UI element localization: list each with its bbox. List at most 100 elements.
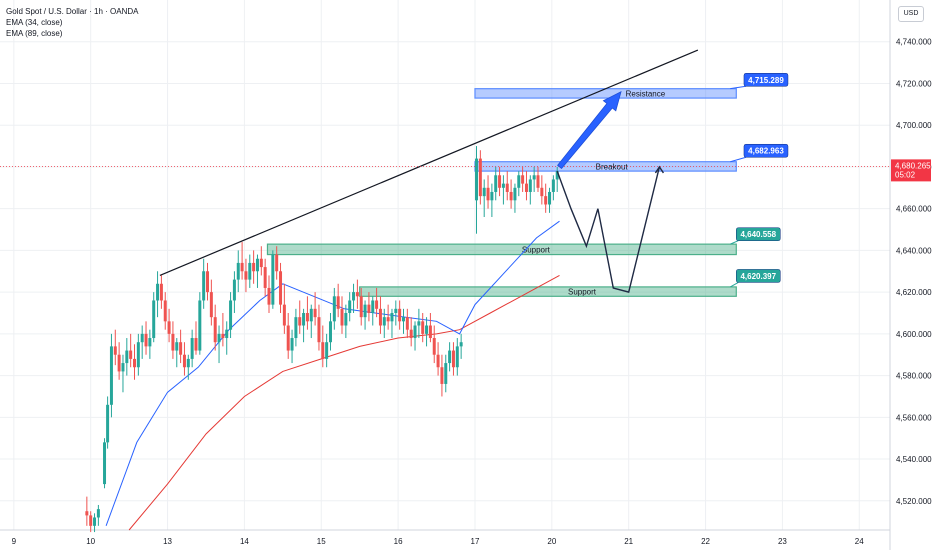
candle: [103, 438, 107, 489]
candle-body: [386, 317, 390, 322]
candle-body: [321, 342, 325, 359]
candle-body: [475, 158, 479, 201]
x-tick-label: 22: [701, 537, 710, 546]
candle-body: [555, 171, 559, 180]
x-tick-label: 9: [12, 537, 17, 546]
ema89-legend[interactable]: EMA (89, close): [6, 29, 63, 38]
candle-body: [432, 338, 436, 355]
candle-body: [451, 350, 455, 368]
y-tick-label: 4,560.000: [896, 413, 932, 422]
candle: [129, 333, 133, 368]
candle: [328, 312, 332, 351]
candle-body: [275, 254, 279, 272]
currency-button[interactable]: USD: [898, 6, 924, 22]
y-tick-label: 4,600.000: [896, 330, 932, 339]
candle-body: [498, 175, 502, 188]
candle-body: [444, 363, 448, 384]
candle: [152, 292, 156, 343]
candle-body: [371, 300, 375, 313]
candle-body: [532, 175, 536, 180]
candle: [413, 321, 417, 351]
trendline: [159, 49, 699, 276]
candle: [513, 183, 517, 213]
candle: [179, 329, 183, 364]
candle-body: [221, 333, 225, 339]
candle-body: [209, 292, 213, 318]
y-tick-label: 4,700.000: [896, 121, 932, 130]
candle: [175, 338, 179, 368]
candle: [332, 287, 336, 330]
candle-body: [325, 342, 329, 359]
callout-label: 4,620.397: [740, 272, 776, 281]
candle-body: [109, 346, 113, 405]
candle-body: [317, 317, 321, 343]
candle-body: [551, 179, 555, 192]
candle-body: [425, 325, 429, 334]
candle: [532, 166, 536, 192]
candle-body: [544, 196, 548, 205]
zone-label: Resistance: [626, 89, 666, 98]
candle-body: [486, 187, 490, 201]
candle: [325, 333, 329, 368]
candle-body: [175, 342, 179, 351]
candle-body: [382, 317, 386, 326]
candle: [85, 496, 89, 526]
candle-body: [513, 187, 517, 201]
candle: [229, 292, 233, 339]
candle: [486, 175, 490, 209]
ema34-legend[interactable]: EMA (34, close): [6, 18, 63, 27]
candle-body: [248, 262, 252, 280]
candle-body: [182, 354, 186, 368]
candle: [409, 317, 413, 347]
candle-body: [375, 300, 379, 309]
y-tick-label: 4,740.000: [896, 38, 932, 47]
candle: [505, 171, 509, 201]
candle: [394, 300, 398, 326]
countdown-timer: 05:02: [895, 170, 916, 179]
candle-body: [294, 317, 298, 339]
candle: [136, 333, 140, 376]
candle-body: [302, 312, 306, 326]
candle: [459, 333, 463, 359]
candle-body: [93, 517, 97, 526]
callout-label: 4,715.289: [748, 76, 784, 85]
current-price-label-bg: [891, 159, 931, 182]
candle: [371, 296, 375, 326]
candle-body: [344, 312, 348, 326]
current-price-value: 4,680.265: [895, 161, 931, 170]
candle: [213, 304, 217, 351]
candle: [125, 338, 129, 376]
candle-body: [413, 325, 417, 339]
zone-label: Support: [568, 288, 597, 297]
candle: [89, 511, 93, 533]
candle: [509, 179, 513, 209]
candle: [282, 283, 286, 334]
candle: [313, 292, 317, 326]
candle: [524, 171, 528, 201]
candle: [498, 166, 502, 197]
callout-box: [743, 73, 789, 87]
candle: [244, 258, 248, 293]
candle-body: [336, 296, 340, 309]
candle-body: [179, 342, 183, 355]
candle: [275, 246, 279, 280]
callout-leader: [730, 240, 739, 245]
candle: [348, 292, 352, 322]
x-tick-label: 23: [778, 537, 787, 546]
candle: [294, 308, 298, 347]
candle: [521, 166, 525, 192]
candle: [106, 396, 110, 449]
candle: [548, 187, 552, 213]
symbol-title[interactable]: Gold Spot / U.S. Dollar · 1h · OANDA: [6, 7, 139, 16]
zone-support-upper: [266, 243, 737, 256]
projection-arrowhead: [654, 165, 665, 174]
candle-body: [129, 350, 133, 359]
candle-body: [459, 342, 463, 347]
candle: [544, 183, 548, 213]
candle-body: [305, 312, 309, 322]
candle-body: [394, 308, 398, 313]
candle: [190, 329, 194, 368]
candle-body: [202, 271, 206, 301]
